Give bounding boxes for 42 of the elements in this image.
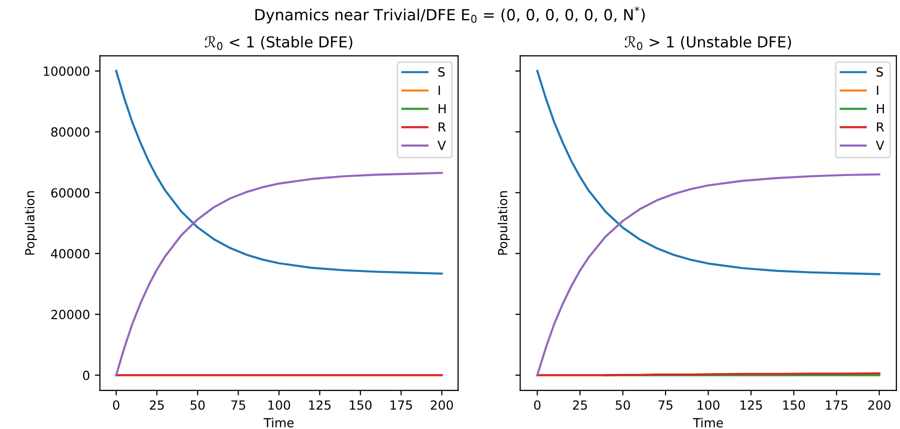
- y-tick-label: 20000: [51, 310, 90, 320]
- legend-label: I: [438, 86, 440, 95]
- x-tick-label: 200: [430, 400, 453, 410]
- y-tick-label: 60000: [51, 188, 90, 198]
- legend-label: V: [876, 140, 884, 150]
- chart-title: ℛ$_{0}$ < 1 (Stable DFE): [204, 36, 352, 50]
- x-tick-label: 25: [573, 400, 587, 410]
- legend-label: H: [438, 104, 446, 114]
- x-tick-label: 125: [740, 400, 762, 410]
- x-axis-title: Time: [264, 418, 294, 428]
- legend-label: H: [876, 104, 884, 114]
- x-tick-label: 175: [390, 400, 412, 410]
- x-tick-label: 0: [113, 400, 120, 410]
- x-tick-label: 75: [658, 400, 672, 410]
- x-tick-label: 75: [231, 400, 246, 410]
- x-tick-label: 0: [534, 400, 540, 410]
- x-axis-title: Time: [692, 418, 723, 428]
- x-tick-label: 100: [268, 400, 290, 410]
- x-tick-label: 100: [698, 400, 720, 410]
- chart-title: ℛ$_{0}$ > 1 (Unstable DFE): [624, 36, 791, 50]
- x-tick-label: 150: [350, 400, 372, 410]
- y-axis-title: Population: [24, 191, 37, 255]
- legend-label: V: [438, 140, 446, 150]
- y-tick-label: 80000: [51, 127, 90, 137]
- y-tick-label: 100000: [44, 66, 90, 76]
- legend-label: R: [438, 122, 446, 132]
- x-tick-label: 150: [783, 400, 805, 410]
- x-tick-label: 50: [616, 400, 630, 410]
- legend-label: S: [438, 67, 445, 77]
- x-tick-label: 125: [309, 400, 331, 410]
- y-tick-label: 0: [83, 370, 90, 380]
- x-tick-label: 200: [868, 400, 890, 410]
- legend-label: S: [876, 67, 883, 77]
- line-series: [115, 172, 443, 376]
- x-tick-label: 25: [150, 400, 164, 410]
- x-tick-label: 50: [190, 400, 205, 410]
- legend-label: R: [876, 122, 884, 132]
- legend-label: I: [876, 86, 878, 95]
- x-tick-label: 175: [826, 400, 848, 410]
- y-axis-title: Population: [498, 191, 510, 255]
- y-tick-label: 40000: [51, 248, 90, 258]
- text: Dynamics near Trivial/DFE E$_{0}$ = (0, 0, 0, 0, 0, 0, N$^{*}$): [255, 6, 645, 24]
